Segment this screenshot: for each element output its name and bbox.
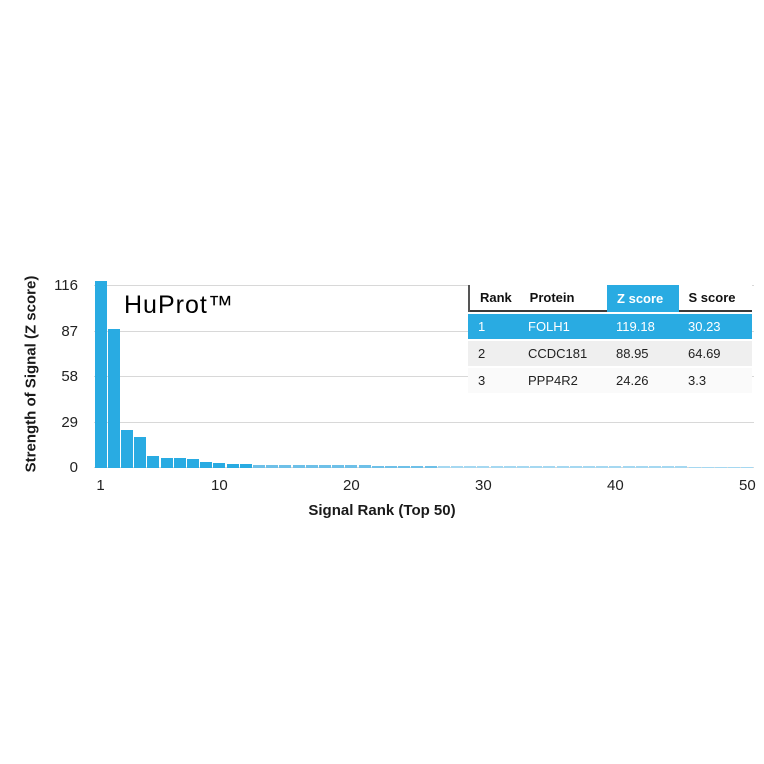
bar-rank-35: [543, 466, 556, 468]
bar-rank-26: [424, 465, 437, 468]
bar-rank-40: [609, 466, 622, 468]
bar-rank-21: [358, 465, 371, 468]
bar-rank-33: [517, 466, 529, 468]
table-row-rank-3: 3 PPP4R2 24.26 3.3: [468, 368, 752, 393]
x-axis-label: Signal Rank (Top 50): [308, 502, 456, 519]
x-tick-label-30: 30: [475, 477, 492, 494]
bar-rank-4: [134, 437, 147, 468]
bar-rank-2: [107, 328, 120, 468]
bar-rank-36: [556, 466, 569, 468]
bar-rank-6: [160, 457, 173, 468]
gridline-y58: [94, 376, 754, 378]
bar-rank-47: [701, 466, 714, 468]
x-tick-label-40: 40: [607, 477, 624, 494]
x-tick-label-20: 20: [343, 477, 360, 494]
bar-rank-48: [715, 466, 727, 468]
bar-rank-5: [147, 456, 160, 468]
bar-rank-1: [94, 281, 107, 468]
bar-rank-49: [728, 466, 741, 468]
table-cell-z-score: 119.18: [616, 319, 655, 334]
table-cell-s-score: 30.23: [688, 319, 721, 334]
table-cell-s-score: 64.69: [688, 346, 721, 361]
table-header-protein: Protein: [519, 285, 608, 312]
bar-rank-44: [662, 466, 675, 468]
bar-rank-39: [596, 466, 609, 468]
table-header-s-score: S score: [678, 285, 752, 312]
bar-rank-42: [635, 466, 648, 468]
table-cell-rank: 1: [478, 319, 486, 334]
bar-rank-43: [649, 466, 661, 468]
bar-rank-19: [332, 465, 345, 468]
bar-rank-37: [569, 466, 582, 468]
table-cell-protein: FOLH1: [528, 319, 570, 334]
table-cell-z-score: 24.26: [616, 373, 649, 388]
bar-rank-27: [437, 465, 450, 468]
bar-rank-28: [451, 465, 463, 468]
gridline-y29: [94, 421, 754, 423]
table-header-rank: Rank: [470, 285, 520, 312]
top-hits-table: Rank Protein Z score S score 1 FOLH1 119.18 30.…: [468, 285, 752, 393]
bar-rank-12: [239, 464, 252, 468]
y-tick-label-87: 87: [61, 322, 78, 340]
x-tick-label-50: 50: [739, 477, 756, 494]
gridline-y87: [94, 330, 754, 332]
y-tick-label-0: 0: [69, 459, 78, 476]
huprot-watermark: HuProt™: [124, 291, 234, 319]
table-header-row: Rank Protein Z score S score: [468, 285, 752, 312]
table-cell-rank: 3: [478, 373, 486, 388]
table-cell-protein: PPP4R2: [528, 373, 578, 388]
bar-rank-22: [371, 465, 384, 468]
bar-rank-11: [226, 463, 239, 468]
table-cell-protein: CCDC181: [528, 346, 588, 361]
bar-rank-14: [266, 464, 279, 468]
table-cell-rank: 2: [478, 346, 486, 361]
bar-rank-50: [741, 466, 754, 468]
bar-rank-16: [292, 465, 305, 468]
table-row-rank-1: 1 FOLH1 119.18 30.23: [468, 314, 752, 339]
bar-rank-13: [253, 464, 265, 468]
bar-rank-20: [345, 465, 358, 468]
bar-rank-7: [173, 458, 186, 468]
y-tick-label-29: 29: [61, 413, 78, 431]
bar-rank-18: [319, 465, 331, 468]
bar-rank-17: [305, 465, 318, 468]
bar-rank-38: [583, 466, 595, 468]
bar-rank-31: [490, 465, 503, 468]
y-tick-label-58: 58: [61, 368, 78, 386]
bar-rank-25: [411, 465, 424, 468]
bar-rank-10: [213, 463, 226, 468]
bar-rank-45: [675, 466, 688, 468]
bar-rank-9: [200, 462, 213, 468]
bar-rank-24: [398, 465, 411, 468]
x-tick-label-1: 1: [96, 477, 105, 494]
bar-rank-34: [530, 466, 543, 468]
x-tick-label-10: 10: [211, 477, 228, 494]
bar-rank-41: [622, 466, 635, 468]
bar-rank-29: [464, 465, 477, 468]
table-cell-z-score: 88.95: [616, 346, 649, 361]
table-header-z-score: Z score: [607, 285, 679, 312]
bar-rank-30: [477, 465, 490, 468]
bar-rank-46: [688, 466, 701, 468]
plot-area: [94, 280, 754, 468]
bar-rank-8: [187, 459, 199, 468]
bar-rank-32: [503, 465, 516, 468]
y-tick-label-116: 116: [54, 277, 78, 295]
bar-rank-3: [121, 430, 133, 468]
bar-rank-15: [279, 464, 292, 468]
table-cell-s-score: 3.3: [688, 373, 707, 388]
gridline-y0: [94, 467, 754, 468]
bar-rank-23: [385, 465, 397, 468]
table-row-rank-2: 2 CCDC181 88.95 64.69: [468, 341, 752, 366]
gridline-y116: [94, 285, 754, 287]
